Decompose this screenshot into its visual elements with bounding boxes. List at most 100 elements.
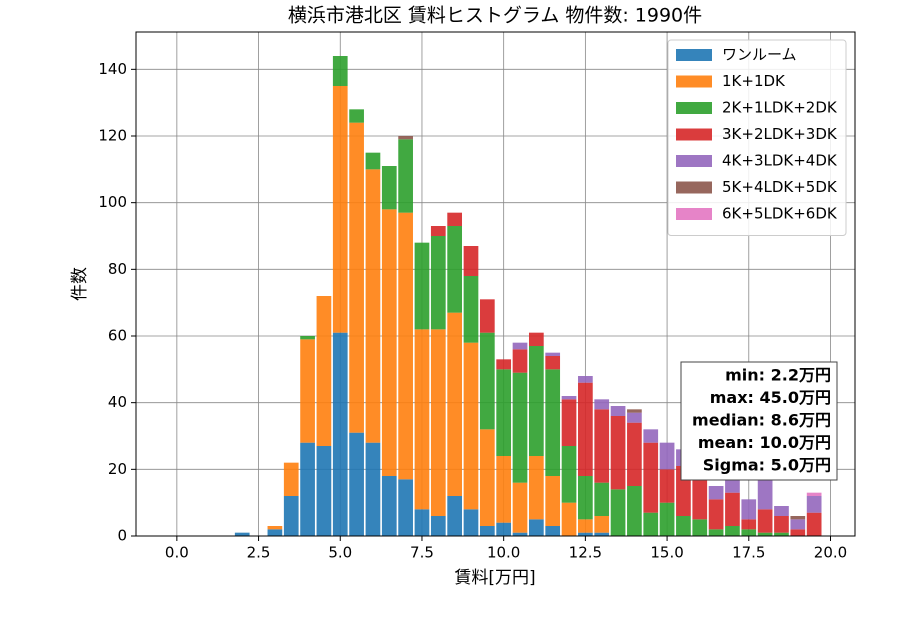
bar <box>708 486 724 500</box>
bar <box>414 242 430 330</box>
bar <box>512 482 528 533</box>
legend-label: 6K+5LDK+6DK <box>722 205 838 223</box>
bar <box>757 509 773 533</box>
bar <box>512 349 528 373</box>
y-tick-label: 0 <box>117 527 127 545</box>
legend-swatch <box>676 208 712 220</box>
bar <box>365 169 381 443</box>
bar <box>659 469 675 503</box>
bar <box>381 209 397 477</box>
bar <box>774 516 789 533</box>
bar <box>332 86 348 333</box>
y-tick-label: 80 <box>108 260 127 278</box>
bar <box>430 516 446 536</box>
x-tick-label: 12.5 <box>569 544 602 562</box>
bar <box>627 486 642 536</box>
legend-box <box>667 39 847 236</box>
y-tick-label: 40 <box>108 393 127 411</box>
x-tick-label: 5.0 <box>328 544 352 562</box>
bar <box>561 502 577 536</box>
bar <box>398 212 413 480</box>
bar <box>398 139 413 213</box>
bar <box>283 462 299 496</box>
y-tick-label: 100 <box>98 193 127 211</box>
bar <box>741 519 757 530</box>
bar <box>692 519 708 536</box>
bar <box>774 506 789 516</box>
bar <box>447 312 463 496</box>
bar <box>545 352 561 356</box>
y-axis-label: 件数 <box>70 267 90 301</box>
bar <box>545 476 561 526</box>
bar <box>545 526 561 536</box>
bar <box>398 136 413 140</box>
bar <box>463 342 479 510</box>
legend-swatch <box>676 128 712 141</box>
legend-label: 5K+4LDK+5DK <box>722 178 838 196</box>
bar <box>430 236 446 330</box>
bar <box>234 532 250 536</box>
bar <box>528 332 544 346</box>
bar <box>578 376 593 383</box>
bar <box>561 399 577 446</box>
bar <box>708 529 724 536</box>
bar <box>790 519 806 530</box>
bar <box>561 396 577 400</box>
stats-box <box>680 361 838 481</box>
bar <box>610 406 626 416</box>
bar <box>463 509 479 536</box>
bar <box>512 342 528 350</box>
bar <box>528 346 544 456</box>
bar <box>300 336 315 340</box>
bar <box>496 359 512 370</box>
bar <box>806 512 822 536</box>
bar <box>594 532 610 536</box>
bar <box>790 516 806 520</box>
bar <box>757 476 773 510</box>
bar <box>578 476 593 520</box>
stats-line: min: 2.2万円 <box>725 366 831 385</box>
bar <box>300 442 315 536</box>
bar <box>430 329 446 516</box>
stats-line: max: 45.0万円 <box>710 388 831 407</box>
bar <box>332 332 348 536</box>
bar <box>806 492 822 496</box>
bar <box>414 509 430 536</box>
bar <box>414 329 430 510</box>
bar <box>463 246 479 276</box>
x-tick-label: 20.0 <box>814 544 847 562</box>
bar <box>430 226 446 236</box>
bar <box>479 526 495 536</box>
x-tick-label: 10.0 <box>487 544 520 562</box>
bar <box>790 529 806 536</box>
stats-line: Sigma: 5.0万円 <box>703 456 831 475</box>
bar <box>757 532 773 536</box>
bar <box>692 479 708 520</box>
y-tick-label: 120 <box>98 127 127 145</box>
bar <box>316 446 332 536</box>
y-tick-label: 140 <box>98 60 127 78</box>
bar <box>381 166 397 210</box>
bar <box>496 456 512 523</box>
bar <box>561 446 577 503</box>
bar <box>398 479 413 536</box>
bar <box>806 496 822 513</box>
bar <box>365 442 381 536</box>
bar <box>774 532 789 536</box>
x-tick-label: 17.5 <box>732 544 765 562</box>
bar <box>496 369 512 456</box>
bar <box>447 226 463 313</box>
bar <box>594 482 610 516</box>
bar <box>594 399 610 410</box>
bar <box>594 409 610 483</box>
bar <box>627 409 642 413</box>
stats-line: median: 8.6万円 <box>692 411 831 430</box>
bar <box>627 412 642 423</box>
bar <box>349 109 364 123</box>
legend-label: ワンルーム <box>722 46 797 64</box>
bar <box>528 519 544 536</box>
bar <box>512 532 528 536</box>
x-tick-label: 15.0 <box>650 544 683 562</box>
bar <box>659 442 675 470</box>
